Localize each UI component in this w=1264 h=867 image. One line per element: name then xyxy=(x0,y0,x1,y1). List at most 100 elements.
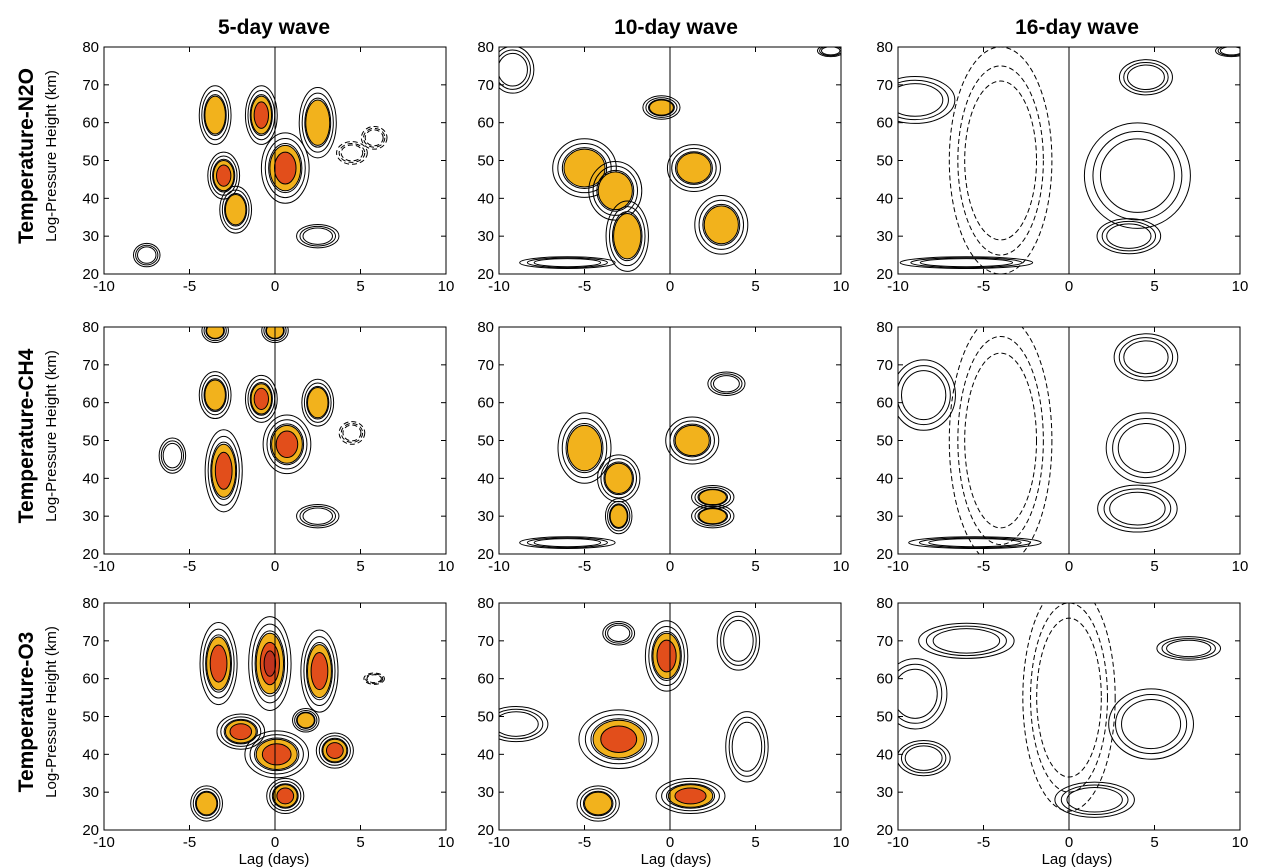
x-tick-label: 10 xyxy=(1232,278,1249,295)
y-tick-label: 50 xyxy=(876,153,893,170)
x-tick-label: 0 xyxy=(1065,834,1073,851)
contour-feature-red xyxy=(310,652,329,691)
y-tick-label: 60 xyxy=(477,115,494,132)
contour-feature-ring xyxy=(499,49,531,90)
x-tick-label: 5 xyxy=(751,278,759,295)
y-tick-label: 70 xyxy=(876,633,893,650)
contour-feature-ring xyxy=(342,424,362,442)
panel-temperature-ch4-16-day-wave-contours xyxy=(898,327,1187,554)
contour-feature-ring xyxy=(928,538,1022,548)
y-tick-label: 80 xyxy=(82,319,99,336)
x-tick-label: 5 xyxy=(1150,834,1158,851)
x-tick-label: 10 xyxy=(438,834,455,851)
contour-feature-ring xyxy=(306,385,330,420)
y-tick-label: 50 xyxy=(82,153,99,170)
y-tick-label: 80 xyxy=(82,595,99,612)
contour-feature-ring xyxy=(203,327,227,342)
contour-feature-ring xyxy=(363,672,385,685)
contour-feature-ring xyxy=(611,211,643,262)
y-tick-label: 50 xyxy=(876,433,893,450)
contour-feature-ring xyxy=(299,505,337,527)
x-tick-label: 10 xyxy=(833,278,850,295)
contour-feature-ring xyxy=(306,641,333,701)
contour-feature-ring xyxy=(600,458,637,499)
contour-feature-ring xyxy=(898,658,948,730)
contour-feature-ring xyxy=(1121,699,1182,750)
y-tick-label: 50 xyxy=(876,709,893,726)
contour-feature-ring xyxy=(220,716,262,747)
y-tick-label: 40 xyxy=(876,470,893,487)
x-tick-label: 0 xyxy=(666,278,674,295)
contour-feature-ring xyxy=(1097,484,1178,533)
contour-feature-ring xyxy=(219,185,253,234)
column-title-16-day: 16-day wave xyxy=(1015,16,1139,39)
contour-feature-orange xyxy=(563,148,606,188)
contour-feature-ring xyxy=(204,429,243,513)
contour-feature-ring xyxy=(1106,223,1152,249)
contour-feature-ring xyxy=(1219,47,1240,56)
contour-feature-ring xyxy=(296,711,316,729)
contour-feature-ring xyxy=(269,780,302,812)
contour-feature-ring xyxy=(210,441,238,500)
contour-feature-ring xyxy=(604,622,633,644)
contour-feature-ring xyxy=(819,47,841,57)
contour-feature-ring xyxy=(603,461,634,496)
contour-feature-ring xyxy=(198,371,232,420)
y-tick-label: 70 xyxy=(82,633,99,650)
contour-feature-ring xyxy=(710,373,743,395)
contour-feature-ring xyxy=(244,730,310,779)
contour-feature-ring xyxy=(1117,423,1175,474)
contour-feature-ring xyxy=(666,144,721,193)
contour-feature-ring xyxy=(1103,488,1172,529)
contour-feature-ring xyxy=(605,200,649,272)
contour-feature-ring xyxy=(251,623,289,704)
y-tick-label: 20 xyxy=(876,822,893,839)
panel-temperature-n2o-5-day-wave-contours xyxy=(132,85,388,268)
contour-feature-ring xyxy=(301,92,334,153)
contour-feature-ring xyxy=(588,160,643,221)
contour-feature-ring xyxy=(264,138,306,199)
x-tick-label: 0 xyxy=(666,834,674,851)
panel-temperature-o3-10-day-wave-contours xyxy=(499,611,769,822)
y-tick-label: 20 xyxy=(82,546,99,563)
y-axis-label-row3: Log-Pressure Height (km) xyxy=(43,626,60,798)
contour-feature-ring xyxy=(1109,491,1166,526)
y-tick-label: 20 xyxy=(876,266,893,283)
y-tick-label: 40 xyxy=(477,470,494,487)
x-tick-label: -10 xyxy=(93,278,115,295)
y-tick-label: 60 xyxy=(82,395,99,412)
contour-feature-ring xyxy=(592,165,639,216)
contour-feature-ring xyxy=(299,225,337,247)
contour-feature-ring xyxy=(1092,130,1183,221)
contour-feature-ring xyxy=(948,47,1053,274)
contour-feature-ring xyxy=(533,258,602,268)
contour-feature-ring xyxy=(720,615,757,666)
contour-feature-ring xyxy=(266,419,308,470)
contour-feature-ring xyxy=(1166,639,1212,658)
contour-feature-ring xyxy=(158,437,187,474)
column-title-10-day: 10-day wave xyxy=(614,16,738,39)
contour-feature-ring xyxy=(565,423,604,474)
contour-feature-ring xyxy=(221,189,250,230)
contour-feature-ring xyxy=(648,98,675,117)
contour-feature-ring xyxy=(296,223,340,249)
contour-feature-ring xyxy=(590,718,647,761)
x-tick-label: -10 xyxy=(887,278,909,295)
panel-temperature-o3-5-day-wave: 20 30 40 50 60 70 80 -10 -5 0 5 10 xyxy=(82,595,454,851)
contour-feature-ring xyxy=(919,258,1014,268)
x-tick-label: 0 xyxy=(271,558,279,575)
x-tick-label: -5 xyxy=(977,278,990,295)
x-axis-label-col2: Lag (days) xyxy=(641,851,712,867)
contour-feature-ring xyxy=(666,783,716,809)
contour-feature-ring xyxy=(707,371,746,396)
contour-feature-orange xyxy=(613,212,642,260)
x-tick-label: -10 xyxy=(93,834,115,851)
contour-feature-ring xyxy=(292,708,320,733)
contour-feature-ring xyxy=(135,244,159,266)
contour-feature-orange xyxy=(305,99,331,146)
contour-feature-ring xyxy=(260,132,310,204)
contour-feature-ring xyxy=(216,713,266,750)
contour-feature-ring xyxy=(607,624,631,642)
x-tick-label: -5 xyxy=(183,278,196,295)
contour-feature-ring xyxy=(608,206,646,267)
